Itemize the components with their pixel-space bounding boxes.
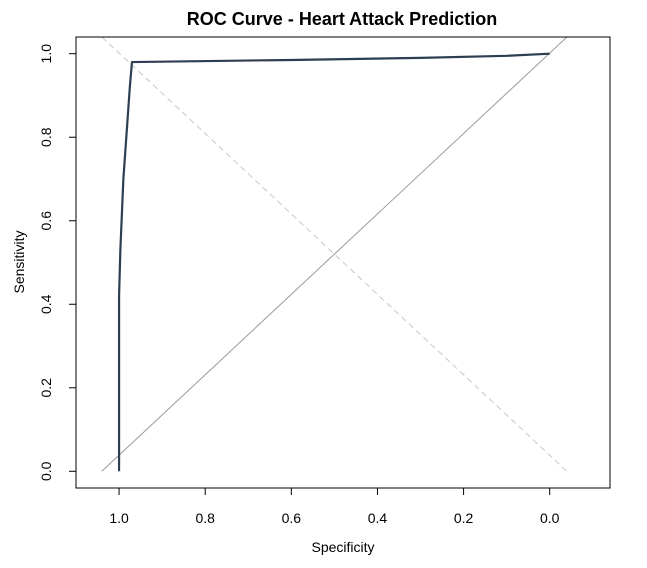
x-tick-label: 0.2 [454, 510, 474, 526]
reference-line-1 [101, 37, 568, 472]
y-tick-label: 0.6 [38, 211, 54, 231]
x-axis-label: Specificity [311, 539, 374, 555]
x-tick-label: 1.0 [109, 510, 129, 526]
y-tick-label: 0.2 [38, 378, 54, 398]
y-axis-label: Sensitivity [11, 230, 27, 293]
plot-area: 1.0 0.8 0.6 0.4 0.2 0.0 0.0 0.2 0.4 0.6 0.8 1.0 [38, 36, 611, 526]
y-tick-label: 1.0 [38, 44, 54, 64]
y-tick-label: 0.8 [38, 127, 54, 147]
x-tick-label: 0.0 [540, 510, 560, 526]
roc-curve-line [117, 52, 550, 472]
y-tick-label: 0.0 [38, 461, 54, 481]
x-tick-label: 0.6 [282, 510, 302, 526]
chart-title: ROC Curve - Heart Attack Prediction [187, 9, 497, 29]
y-tick-label: 0.4 [38, 294, 54, 314]
x-tick-label: 0.8 [195, 510, 215, 526]
reference-line-2 [101, 37, 568, 472]
x-tick-label: 0.4 [368, 510, 388, 526]
